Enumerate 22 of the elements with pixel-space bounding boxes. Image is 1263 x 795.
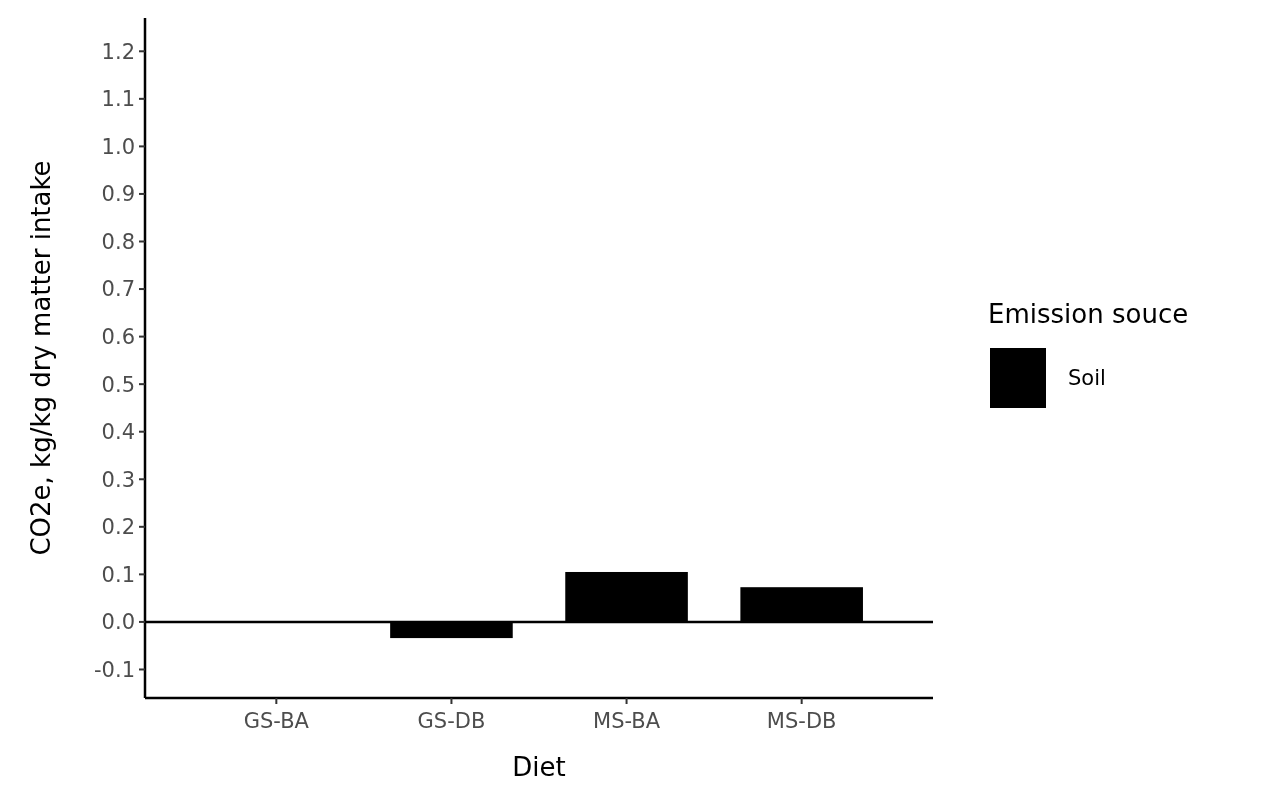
y-tick-label: -0.1	[94, 657, 135, 682]
y-tick-label: 0.2	[101, 515, 135, 540]
y-tick-label: 0.7	[101, 277, 135, 302]
x-tick-label: GS-DB	[417, 709, 486, 733]
text: Soil	[1068, 366, 1106, 391]
y-tick-label: 0.6	[101, 324, 135, 349]
x-axis-title: Diet	[512, 752, 566, 782]
x-tick-label: MS-DB	[766, 709, 837, 733]
y-tick-label: 0.3	[101, 467, 135, 492]
y-tick-label: 0.0	[101, 610, 135, 635]
y-axis-title: CO2e, kg/kg dry matter intake	[26, 160, 56, 556]
y-tick-label: 1.0	[101, 134, 135, 159]
x-tick-label: MS-BA	[593, 709, 661, 733]
y-tick-label: 0.8	[101, 229, 135, 254]
y-tick-label: 1.1	[101, 87, 135, 112]
y-tick-label: 0.5	[101, 372, 135, 397]
y-tick-label: 0.4	[101, 420, 135, 445]
y-tick-label: 0.1	[101, 562, 135, 587]
x-tick-label: GS-BA	[243, 709, 310, 733]
legend-title: Emission souce	[988, 299, 1189, 329]
y-tick-label: 1.2	[101, 39, 135, 64]
y-tick-label: 0.9	[101, 182, 135, 207]
